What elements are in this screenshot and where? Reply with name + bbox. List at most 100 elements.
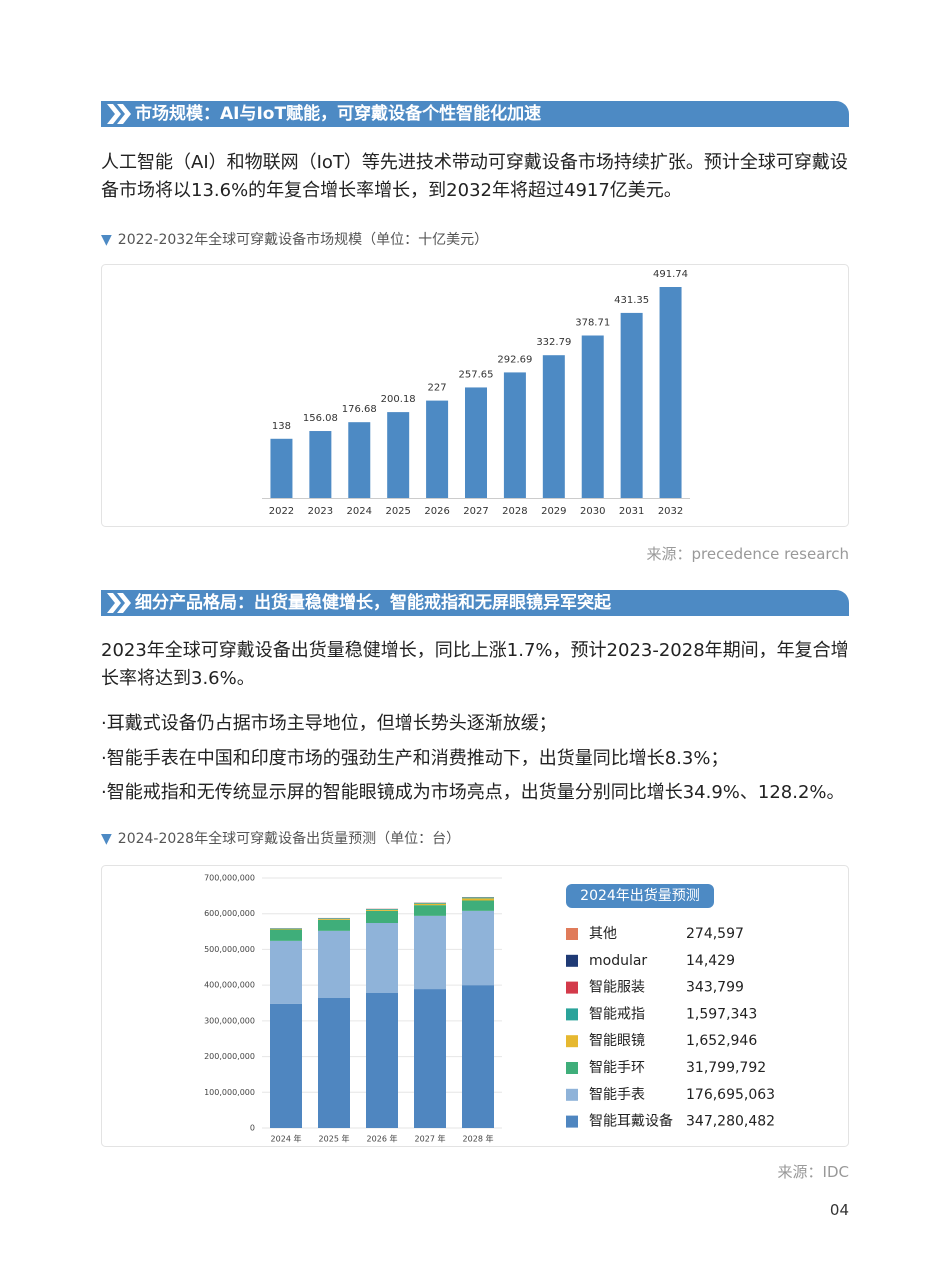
legend-swatch xyxy=(566,954,578,967)
bar-segment xyxy=(318,998,350,1128)
legend-label: 智能眼镜 xyxy=(589,1033,645,1049)
chart-frame xyxy=(101,865,849,1147)
x-tick-label: 2027 xyxy=(463,506,488,517)
legend-swatch xyxy=(566,981,578,994)
y-tick-label: 100,000,000 xyxy=(204,1088,255,1097)
legend-value: 274,597 xyxy=(686,926,744,942)
chart-title: 2022-2032年全球可穿戴设备市场规模（单位：十亿美元） xyxy=(117,232,489,248)
value-label: 176.68 xyxy=(342,404,377,415)
section-heading: 细分产品格局：出货量稳健增长，智能戒指和无屏眼镜异军突起 xyxy=(101,590,849,616)
legend-value: 347,280,482 xyxy=(686,1114,775,1130)
legend-swatch xyxy=(566,1088,578,1101)
x-tick-label: 2024 年 xyxy=(271,1134,302,1144)
legend-title: 2024年出货量预测 xyxy=(580,887,700,904)
value-label: 491.74 xyxy=(653,269,688,280)
chevron-icon xyxy=(107,593,131,613)
bar-segment xyxy=(462,900,494,911)
value-label: 200.18 xyxy=(381,394,416,405)
y-tick-label: 700,000,000 xyxy=(204,874,255,883)
legend-value: 31,799,792 xyxy=(686,1060,766,1076)
legend-swatch xyxy=(566,1035,578,1048)
legend-label: modular xyxy=(589,953,647,969)
y-tick-label: 0 xyxy=(250,1124,255,1133)
page-number: 04 xyxy=(829,1201,849,1219)
legend-label: 其他 xyxy=(589,926,617,942)
bar xyxy=(620,312,643,498)
bar-segment xyxy=(318,918,350,919)
bullet: ·耳戴式设备仍占据市场主导地位，但增长势头逐渐放缓； xyxy=(101,713,557,734)
legend-swatch xyxy=(566,1062,578,1074)
bar-segment xyxy=(462,898,494,901)
heading-text: 市场规模：AI与IoT赋能，可穿戴设备个性智能化加速 xyxy=(135,104,542,124)
y-tick-label: 300,000,000 xyxy=(204,1016,255,1025)
value-label: 227 xyxy=(428,383,447,394)
bullet-list: ·耳戴式设备仍占据市场主导地位，但增长势头逐渐放缓； ·智能手表在中国和印度市场… xyxy=(101,707,857,811)
x-tick-label: 2028 年 xyxy=(463,1134,494,1144)
legend-value: 1,652,946 xyxy=(686,1033,757,1049)
bar xyxy=(542,355,565,498)
bar xyxy=(581,335,604,498)
bar-segment xyxy=(318,918,350,920)
bar xyxy=(270,438,293,498)
x-tick-label: 2025 xyxy=(385,506,410,517)
bar-segment xyxy=(366,909,398,911)
bar xyxy=(387,412,410,498)
x-tick-label: 2030 xyxy=(580,506,605,517)
bar-segment xyxy=(414,905,446,916)
bar xyxy=(309,431,332,498)
heading-text: 细分产品格局：出货量稳健增长，智能戒指和无屏眼镜异军突起 xyxy=(135,593,611,613)
x-tick-label: 2028 xyxy=(502,506,527,517)
legend-swatch xyxy=(566,1115,578,1128)
bar xyxy=(659,287,682,498)
bar-segment xyxy=(270,928,302,929)
value-label: 257.65 xyxy=(459,369,494,380)
value-label: 138 xyxy=(272,421,291,432)
bar xyxy=(348,422,371,498)
legend-swatch xyxy=(566,1008,578,1021)
bar xyxy=(503,372,526,498)
legend-value: 14,429 xyxy=(686,953,735,969)
x-tick-label: 2032 xyxy=(658,506,683,517)
legend-label: 智能手表 xyxy=(589,1087,645,1103)
bar-segment xyxy=(366,910,398,923)
bar-segment xyxy=(366,923,398,993)
value-label: 332.79 xyxy=(536,337,571,348)
x-tick-label: 2029 xyxy=(541,506,566,517)
legend-value: 1,597,343 xyxy=(686,1006,757,1022)
bar-segment xyxy=(414,903,446,906)
y-tick-label: 200,000,000 xyxy=(204,1052,255,1061)
bullet: ·智能戒指和无传统显示屏的智能眼镜成为市场亮点，出货量分别同比增长34.9%、1… xyxy=(101,782,845,803)
paragraph: 2023年全球可穿戴设备出货量稳健增长，同比上涨1.7%，预计2023-2028… xyxy=(101,640,849,689)
value-label: 431.35 xyxy=(614,295,649,306)
bar-segment xyxy=(366,908,398,910)
bar-segment xyxy=(270,928,302,930)
bar-segment xyxy=(270,929,302,941)
source: 来源：precedence research xyxy=(646,545,849,563)
x-tick-label: 2026 年 xyxy=(367,1134,398,1144)
legend-value: 176,695,063 xyxy=(686,1087,775,1103)
bar-segment xyxy=(366,993,398,1128)
x-tick-label: 2023 xyxy=(308,506,333,517)
value-label: 378.71 xyxy=(575,317,610,328)
x-tick-label: 2022 xyxy=(269,506,294,517)
bar xyxy=(465,387,487,498)
chart-frame xyxy=(101,264,849,527)
legend-label: 智能服装 xyxy=(589,980,645,996)
bar-segment xyxy=(318,919,350,931)
value-label: 156.08 xyxy=(303,413,338,424)
x-tick-label: 2027 年 xyxy=(415,1134,446,1144)
bar-segment xyxy=(414,902,446,904)
chart-title: 2024-2028年全球可穿戴设备出货量预测（单位：台） xyxy=(117,831,461,847)
bar-segment xyxy=(318,930,350,998)
chart-caption: ▼ 2022-2032年全球可穿戴设备市场规模（单位：十亿美元） xyxy=(101,232,489,248)
y-tick-label: 500,000,000 xyxy=(204,945,255,954)
legend-label: 智能手环 xyxy=(589,1060,645,1076)
bar-segment xyxy=(270,1003,302,1128)
y-tick-label: 600,000,000 xyxy=(204,909,255,918)
value-label: 292.69 xyxy=(497,354,532,365)
chevron-icon xyxy=(107,104,131,124)
bullet: ·智能手表在中国和印度市场的强劲生产和消费推动下，出货量同比增长8.3%； xyxy=(101,747,729,769)
x-tick-label: 2025 年 xyxy=(319,1134,350,1144)
section-heading: 市场规模：AI与IoT赋能，可穿戴设备个性智能化加速 xyxy=(101,101,849,127)
